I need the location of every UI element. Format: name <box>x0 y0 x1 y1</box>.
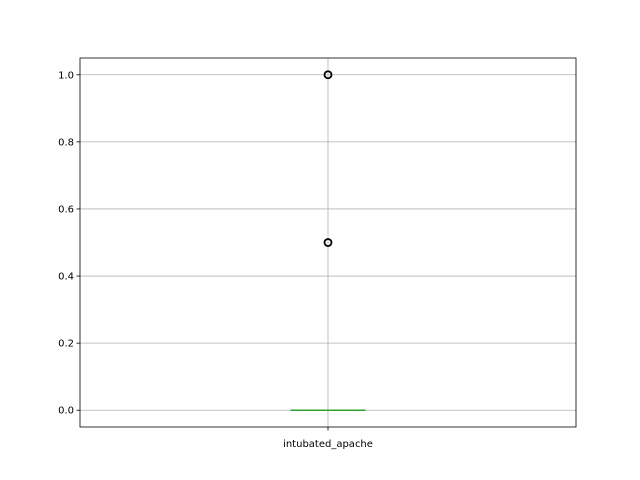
y-tick-label: 0.8 <box>58 137 74 148</box>
y-tick-label: 0.2 <box>58 339 74 350</box>
grid-layer <box>80 58 576 427</box>
marks-layer <box>290 70 366 411</box>
y-tick-label: 0.6 <box>58 204 74 215</box>
x-axis: intubated_apache <box>283 427 373 450</box>
outlier-point <box>323 70 333 80</box>
y-tick-label: 1.0 <box>58 70 74 81</box>
y-tick-label: 0.0 <box>58 406 74 417</box>
x-tick-label: intubated_apache <box>283 439 373 450</box>
y-tick-label: 0.4 <box>58 272 74 283</box>
y-axis: 0.0 0.2 0.4 0.6 0.8 1.0 <box>58 70 80 417</box>
outlier-point <box>323 238 333 247</box>
